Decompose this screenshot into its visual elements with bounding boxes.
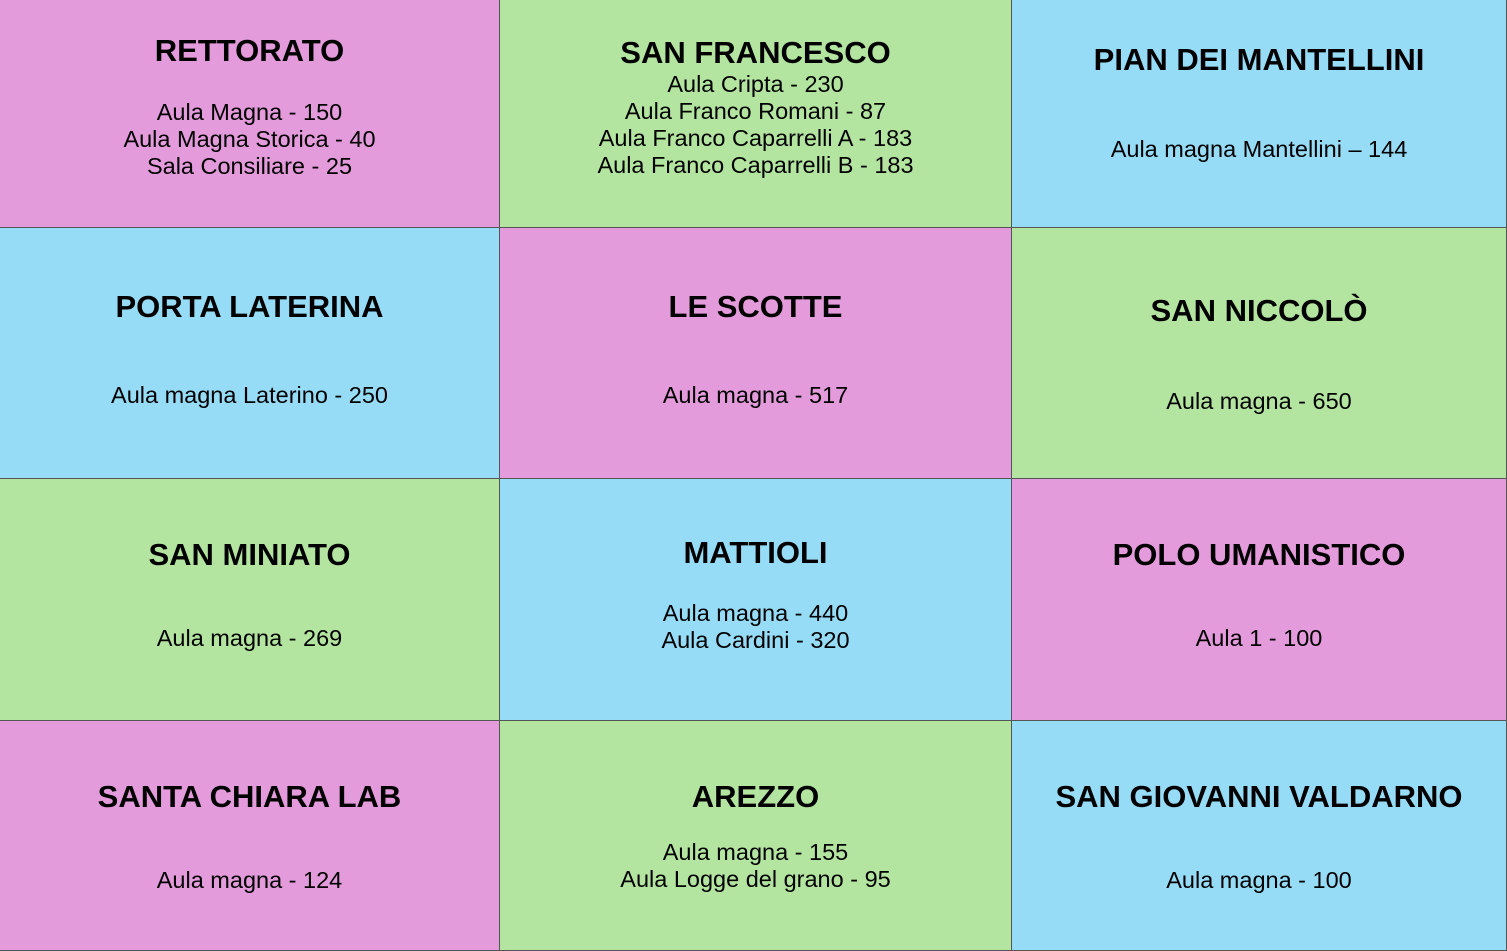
cell-title: SAN MINIATO [148, 537, 351, 572]
room-capacity: Aula magna - 100 [1166, 866, 1352, 893]
cell-title: LE SCOTTE [668, 289, 843, 324]
room-capacity: Aula magna - 155 [662, 838, 849, 865]
cell-title: AREZZO [691, 779, 820, 814]
room-capacity: Aula Franco Romani - 87 [624, 97, 887, 124]
cell: RETTORATO Aula Magna - 150 Aula Magna Stor… [0, 0, 500, 228]
room-capacity: Aula magna - 517 [662, 381, 849, 408]
cell: AREZZO Aula magna - 155 Aula Logge del gra… [500, 721, 1012, 951]
room-capacity: Aula Franco Caparrelli B - 183 [597, 151, 914, 178]
cell: SANTA CHIARA LAB Aula magna - 124 [0, 721, 500, 951]
room-capacity: Aula magna Laterino - 250 [111, 381, 388, 408]
room-capacity: Aula magna Mantellini – 144 [1110, 135, 1408, 162]
room-capacity: Aula Logge del grano - 95 [620, 865, 891, 892]
cell: MATTIOLI Aula magna - 440 Aula Cardini - 3… [500, 479, 1012, 721]
cell-title: MATTIOLI [683, 535, 828, 570]
cell-title: RETTORATO [154, 33, 345, 68]
cell-title: SANTA CHIARA LAB [97, 779, 402, 814]
cell-title: PIAN DEI MANTELLINI [1093, 42, 1425, 77]
cell: PIAN DEI MANTELLINI Aula magna Mantellini… [1012, 0, 1507, 228]
cell: LE SCOTTE Aula magna - 517 [500, 228, 1012, 479]
room-capacity: Aula magna - 124 [156, 866, 343, 893]
room-capacity: Aula Cripta - 230 [667, 70, 844, 97]
cell: SAN GIOVANNI VALDARNO Aula magna - 100 [1012, 721, 1507, 951]
room-capacity: Aula magna - 269 [156, 624, 343, 651]
room-capacity: Aula Magna - 150 [156, 98, 343, 125]
cell-title: SAN GIOVANNI VALDARNO [1055, 779, 1463, 814]
room-capacity: Aula 1 - 100 [1195, 624, 1323, 651]
cell-title: POLO UMANISTICO [1112, 537, 1406, 572]
room-capacity: Aula Franco Caparrelli A - 183 [598, 124, 913, 151]
cell: SAN NICCOLÒ Aula magna - 650 [1012, 228, 1507, 479]
cell: SAN MINIATO Aula magna - 269 [0, 479, 500, 721]
room-capacity: Aula magna - 440 [662, 599, 849, 626]
cell: PORTA LATERINA Aula magna Laterino - 250 [0, 228, 500, 479]
cell-title: PORTA LATERINA [115, 289, 384, 324]
cell-title: SAN NICCOLÒ [1150, 293, 1368, 328]
room-capacity: Sala Consiliare - 25 [146, 152, 353, 179]
cell: POLO UMANISTICO Aula 1 - 100 [1012, 479, 1507, 721]
cell: SAN FRANCESCO Aula Cripta - 230 Aula Franc… [500, 0, 1012, 228]
room-capacity: Aula Cardini - 320 [661, 626, 850, 653]
cell-title: SAN FRANCESCO [620, 35, 891, 70]
room-capacity: Aula Magna Storica - 40 [123, 125, 376, 152]
room-capacity: Aula magna - 650 [1166, 387, 1352, 414]
